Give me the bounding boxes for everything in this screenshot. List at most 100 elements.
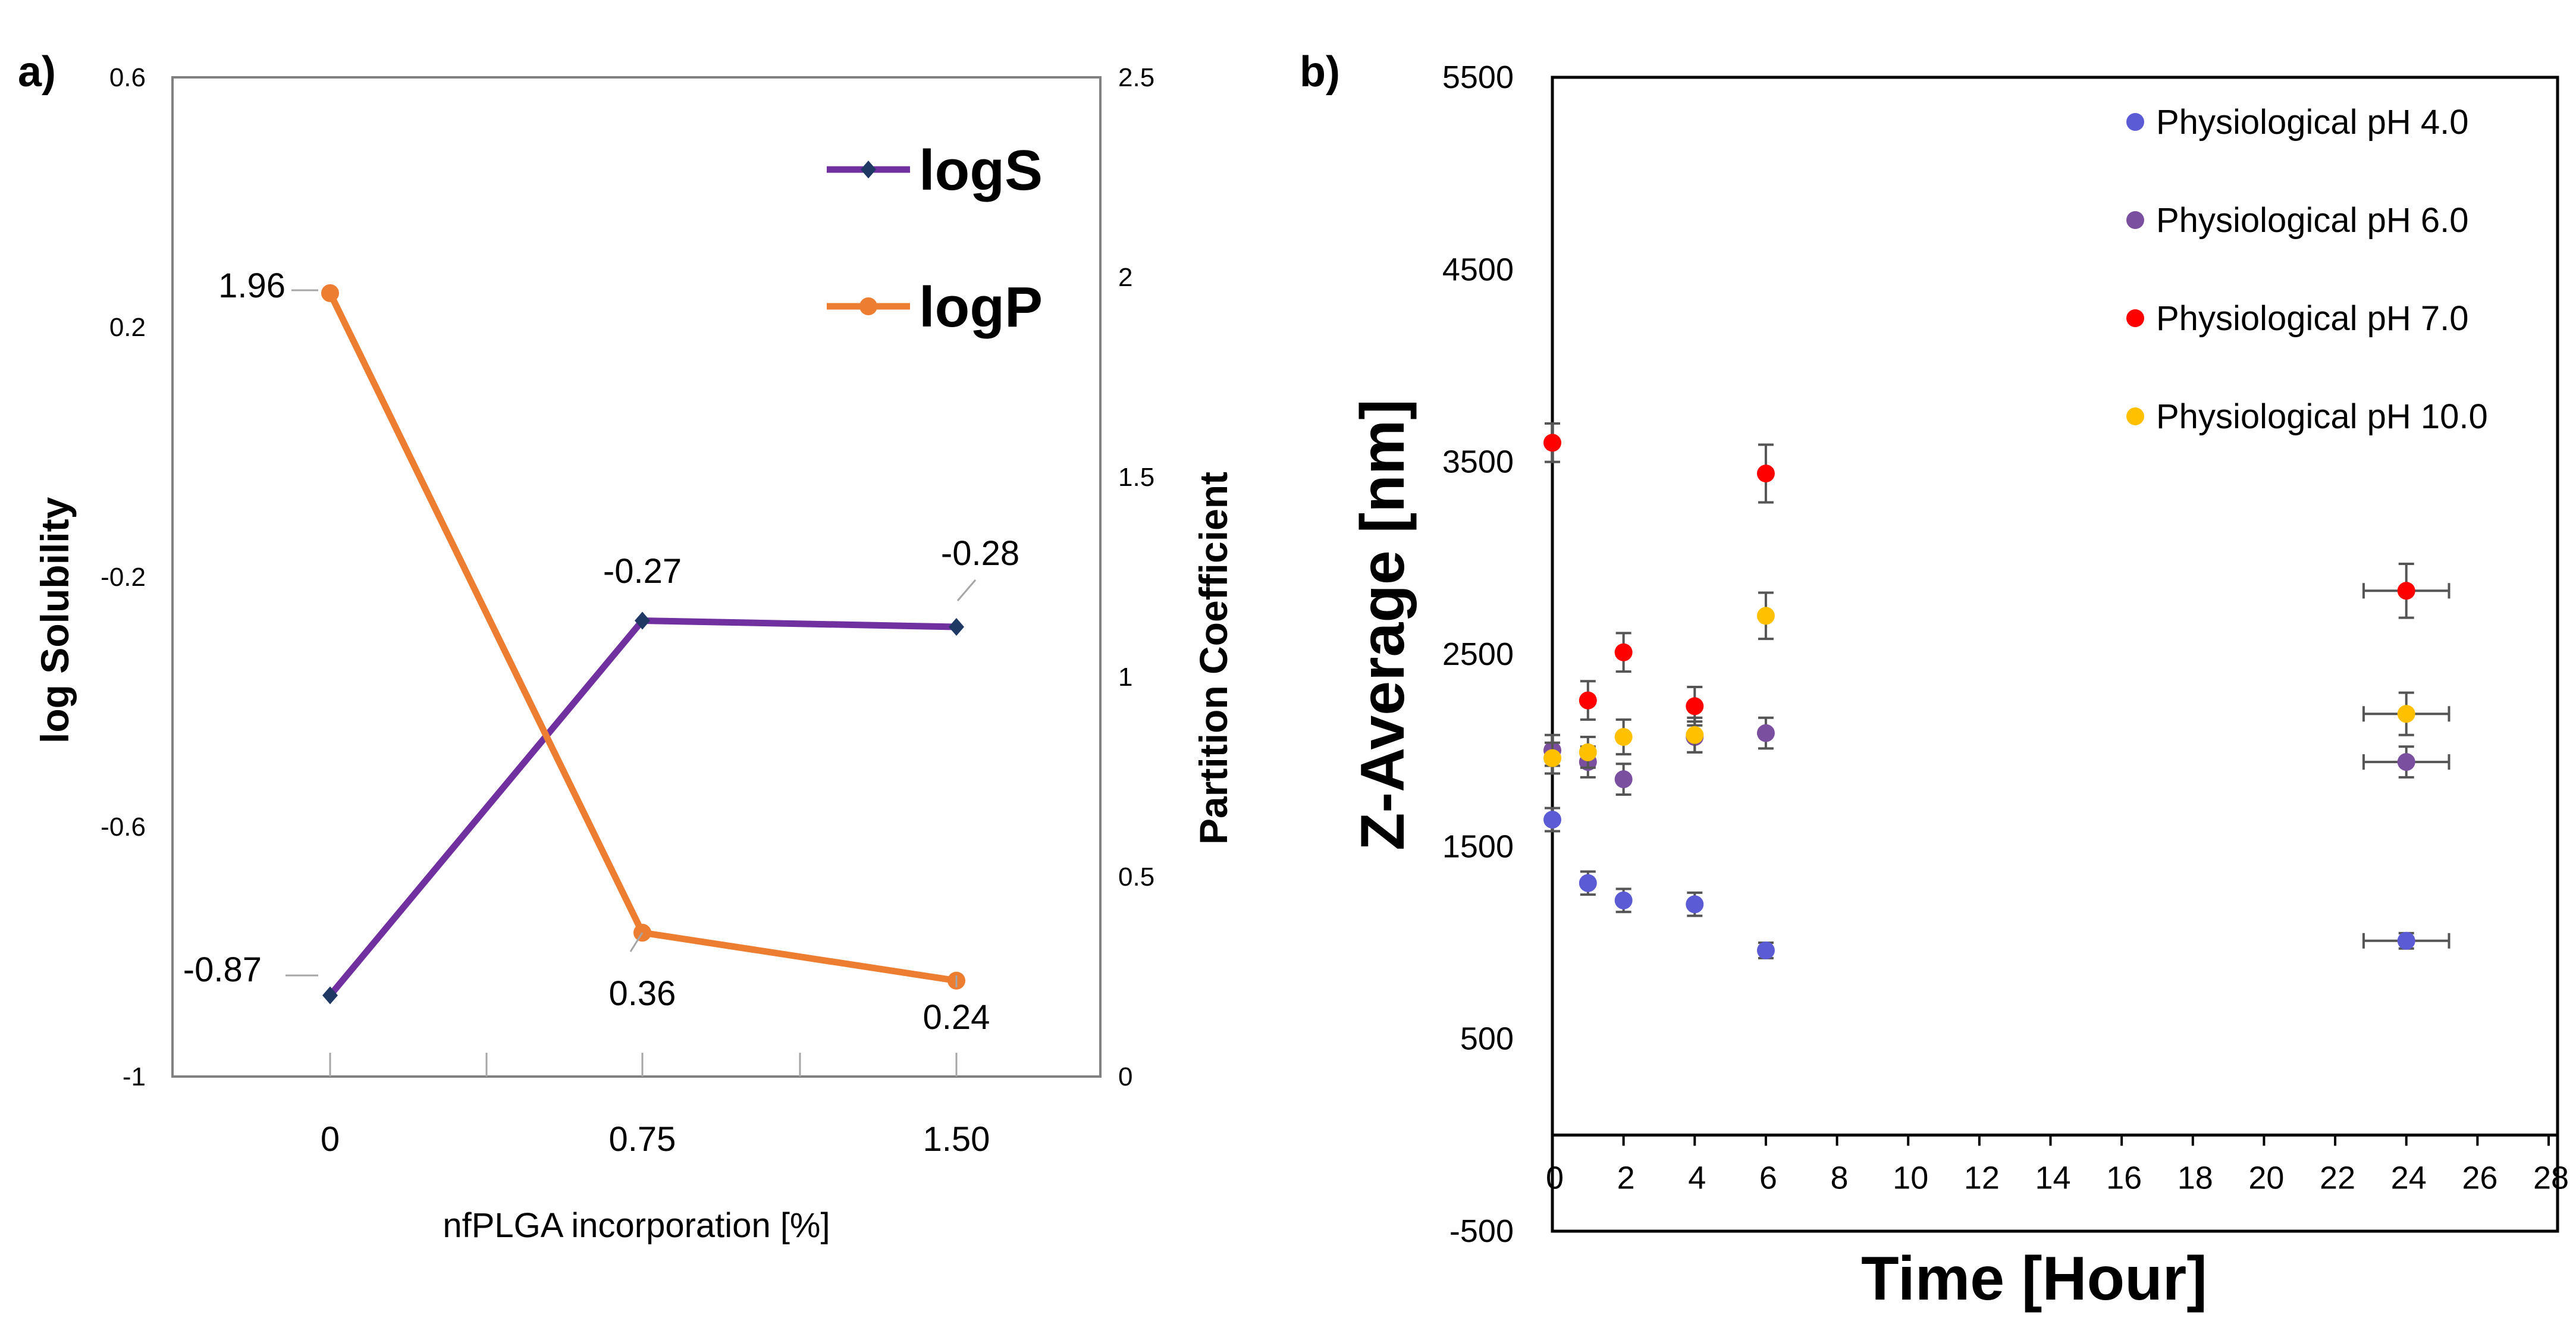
panel-a-y-axis-title: log Solubility	[33, 497, 77, 743]
panel-a-left-tick-label: -1	[123, 1062, 146, 1091]
data-point-ph-1	[1614, 770, 1633, 789]
legend-marker-ph-1	[2126, 211, 2144, 229]
data-label-logS: -0.87	[183, 950, 262, 989]
panel-b-x-tick-label: 0	[1546, 1160, 1564, 1196]
legend-marker-ph-3	[2126, 407, 2144, 425]
data-point-ph-2	[1614, 643, 1633, 661]
panel-b-y-tick-label: 3500	[1442, 444, 1514, 480]
panel-b-label: b)	[1300, 48, 1340, 96]
panel-a-right-tick-label: 2	[1118, 263, 1132, 292]
panel-b-y-tick-label: -500	[1449, 1213, 1514, 1249]
panel-a-left-tick-label: 0.6	[109, 63, 146, 92]
panel-b-x-tick-label: 10	[1893, 1160, 1928, 1196]
data-point-ph-3	[2397, 705, 2415, 723]
data-point-ph-2	[1543, 434, 1561, 452]
panel-a-x-tick-label: 0	[321, 1120, 340, 1159]
data-label-leader	[956, 579, 977, 601]
panel-a-right-tick-label: 0.5	[1118, 862, 1154, 892]
data-label-logS: -0.27	[603, 552, 682, 591]
panel-b-y-tick-label: 5500	[1442, 59, 1514, 95]
data-point-ph-0	[2397, 931, 2415, 950]
data-label-logP: 0.24	[923, 998, 990, 1037]
panel-a-right-tick-label: 1	[1118, 663, 1132, 692]
data-label-leader	[629, 932, 644, 952]
panel-b-x-tick-label: 4	[1688, 1160, 1706, 1196]
data-point-ph-0	[1756, 941, 1775, 959]
data-point-logP	[321, 284, 339, 302]
panel-a-legend: logS logP	[827, 139, 1043, 339]
data-point-ph-3	[1579, 743, 1597, 761]
data-point-ph-3	[1543, 749, 1561, 767]
panel-a-x-tick-label: 1.50	[923, 1120, 990, 1159]
legend-marker-logP	[859, 297, 877, 315]
panel-b-x-tick-label: 28	[2533, 1160, 2569, 1196]
panel-b-x-tick-label: 16	[2106, 1160, 2142, 1196]
data-point-ph-0	[1686, 895, 1704, 914]
legend-label-logP: logP	[919, 275, 1043, 339]
legend-marker-ph-2	[2126, 309, 2144, 327]
panel-b-series	[1543, 422, 2451, 959]
data-point-ph-0	[1543, 811, 1561, 829]
data-point-ph-1	[1756, 724, 1775, 742]
panel-b-x-tick-label: 12	[1964, 1160, 2000, 1196]
panel-b-x-tick-label: 18	[2177, 1160, 2213, 1196]
panel-a-right-tick-label: 1.5	[1118, 463, 1154, 492]
panel-a-x-ticks: 0 0.75 1.50	[321, 1053, 990, 1159]
panel-a-x-tick-label: 0.75	[609, 1120, 676, 1159]
panel-a-label: a)	[18, 48, 56, 96]
data-point-logS	[322, 986, 338, 1005]
panel-b-x-tick-label: 22	[2320, 1160, 2355, 1196]
data-point-ph-3	[1614, 728, 1633, 746]
data-label-logP: 1.96	[218, 266, 285, 305]
panel-a-right-tick-label: 2.5	[1118, 63, 1154, 92]
panel-b-legend: Physiological pH 4.0 Physiological pH 6.0…	[2126, 103, 2488, 436]
panel-a-series: -0.87 -0.27 -0.28 1.96 0.36 0.24	[183, 266, 1019, 1037]
panel-b-y-tick-label: 2500	[1442, 636, 1514, 672]
panel-b-y-axis-title: Z-Average [nm]	[1348, 399, 1417, 851]
panel-b-y-tick-label: 1500	[1442, 829, 1514, 864]
data-point-ph-2	[1686, 697, 1704, 716]
panel-b-plot-area	[1551, 76, 2559, 1233]
legend-label-ph-2: Physiological pH 7.0	[2156, 299, 2469, 338]
data-point-ph-2	[1756, 465, 1775, 483]
panel-b-x-tick-label: 6	[1759, 1160, 1777, 1196]
data-point-ph-2	[2397, 582, 2415, 600]
data-label-logS: -0.28	[941, 534, 1019, 573]
legend-label-ph-3: Physiological pH 10.0	[2156, 397, 2488, 436]
data-point-ph-3	[1756, 607, 1775, 625]
panel-a-left-tick-label: -0.6	[101, 812, 146, 842]
data-point-ph-0	[1614, 891, 1633, 909]
data-point-logS	[635, 611, 650, 630]
data-label-logP: 0.36	[609, 974, 676, 1013]
series-line-logP	[327, 291, 957, 984]
panel-a-y2-axis-title: Partition Coefficient	[1191, 472, 1235, 845]
legend-marker-ph-0	[2126, 113, 2144, 131]
legend-label-ph-0: Physiological pH 4.0	[2156, 103, 2469, 142]
panel-a-left-ticks: 0.6 0.2 -0.2 -0.6 -1	[101, 63, 146, 1091]
panel-a-left-tick-label: 0.2	[109, 313, 146, 342]
data-point-logS	[949, 618, 964, 636]
panel-b-x-axis-title: Time [Hour]	[1861, 1244, 2207, 1313]
legend-label-logS: logS	[919, 139, 1043, 202]
panel-b-x-tick-label: 2	[1617, 1160, 1635, 1196]
panel-b-x-tick-label: 26	[2462, 1160, 2497, 1196]
panel-b-y-tick-label: 4500	[1442, 252, 1514, 287]
data-point-ph-0	[1579, 874, 1597, 892]
legend-label-ph-1: Physiological pH 6.0	[2156, 201, 2469, 240]
panel-a-plot-area	[171, 76, 1102, 1078]
panel-a: a) 0.6 0.2 -0.2 -0.6 -1 2.5 2 1.5 1 0.5 0 0 0.75 1.…	[18, 48, 1235, 1245]
panel-b-x-tick-label: 8	[1831, 1160, 1849, 1196]
panel-b-x-tick-label: 14	[2035, 1160, 2070, 1196]
panel-a-x-axis-title: nfPLGA incorporation [%]	[443, 1206, 830, 1245]
data-point-ph-1	[2397, 753, 2415, 771]
panel-a-right-ticks: 2.5 2 1.5 1 0.5 0	[1118, 63, 1154, 1091]
panel-b-x-tick-label: 20	[2248, 1160, 2284, 1196]
panel-b-x-tick-label: 24	[2391, 1160, 2427, 1196]
panel-b-y-tick-label: 500	[1460, 1021, 1514, 1057]
panel-a-left-tick-label: -0.2	[101, 563, 146, 592]
panel-a-right-tick-label: 0	[1118, 1062, 1132, 1091]
data-point-ph-2	[1579, 691, 1597, 710]
